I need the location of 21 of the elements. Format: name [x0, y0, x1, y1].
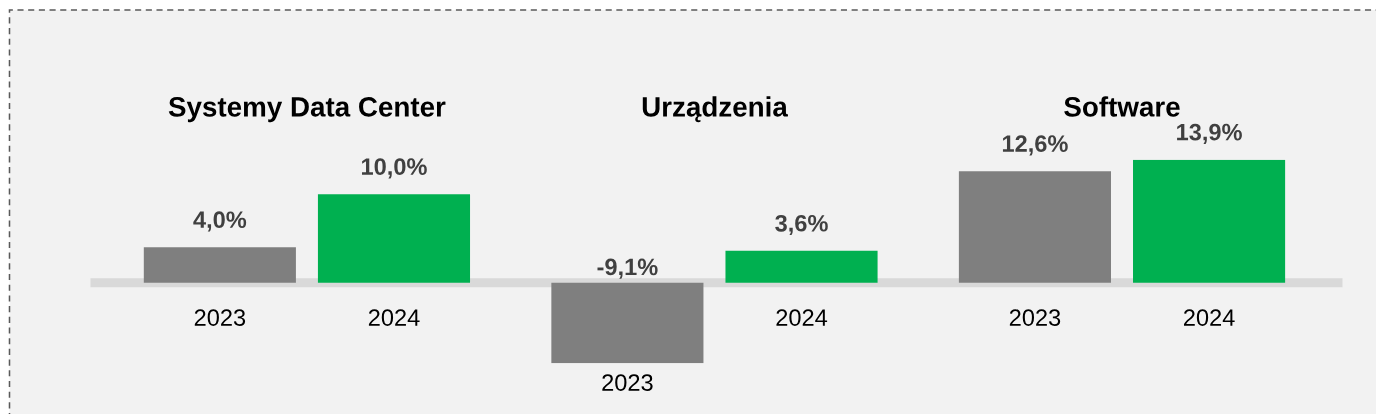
bar: [317, 194, 471, 283]
data-label: 3,6%: [775, 214, 828, 236]
bar: [725, 250, 878, 283]
data-label: 12,6%: [1002, 135, 1068, 156]
bar: [143, 247, 296, 283]
x-tick-label: Urządzenia: [642, 96, 788, 123]
bar: [551, 282, 704, 364]
text: 2023: [194, 309, 246, 326]
series-label: 2024: [368, 309, 420, 326]
text: 2023: [1009, 309, 1061, 326]
x-tick-label: Software: [1064, 96, 1180, 117]
text: 2024: [776, 309, 828, 326]
bar: [958, 171, 1111, 283]
data-label: 4,0%: [193, 211, 247, 232]
bar: [1133, 159, 1286, 283]
series-label: 2023: [602, 374, 653, 391]
data-label: -9,1%: [597, 258, 658, 279]
data-label: 13,9%: [1177, 123, 1242, 144]
text: 2024: [1183, 309, 1235, 326]
data-label: 10,0%: [362, 158, 427, 179]
x-tick-label: Systemy Data Center: [168, 97, 446, 123]
